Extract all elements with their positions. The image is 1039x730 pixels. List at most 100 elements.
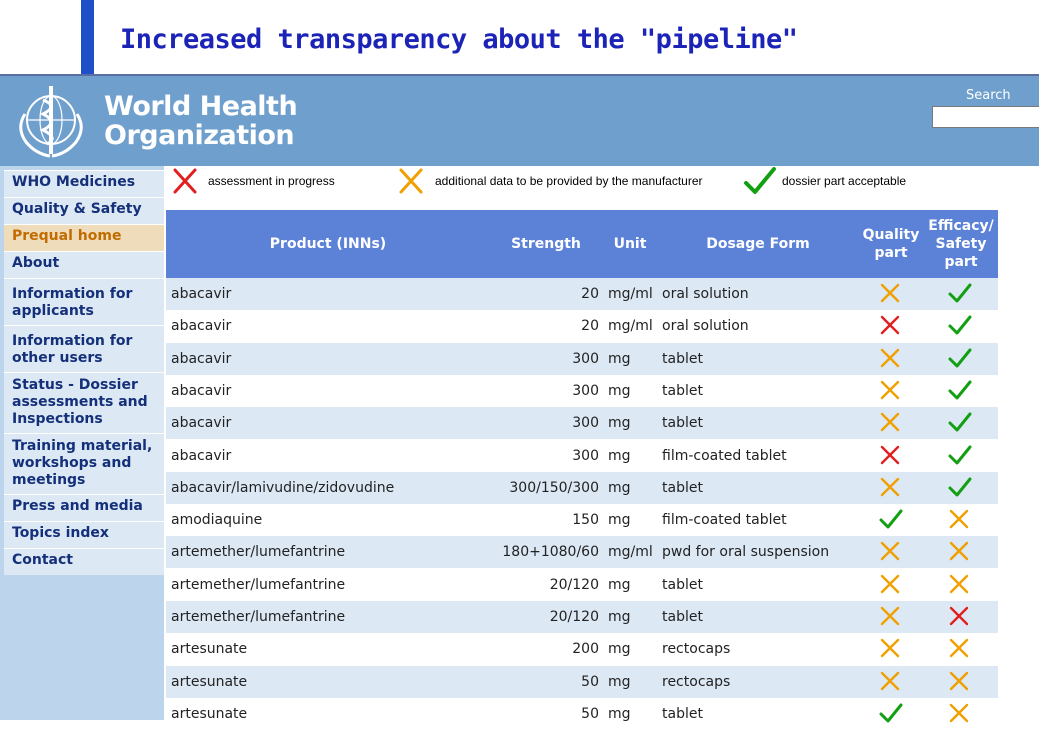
slide-accent-bar xyxy=(81,0,94,76)
table-row: artemether/lumefantrine 20/120 mg tablet xyxy=(166,568,998,601)
cell-unit: mg xyxy=(608,705,631,722)
cell-product: abacavir/lamivudine/zidovudine xyxy=(171,479,395,496)
cell-dosage-form: film-coated tablet xyxy=(662,447,787,464)
legend-in-progress: assessment in progress xyxy=(208,174,335,188)
x-mark-orange-icon xyxy=(878,539,902,567)
sidebar-item-status-dossier[interactable]: Status - Dossier assessments and Inspect… xyxy=(4,372,164,433)
cell-strength: 300 xyxy=(572,415,599,432)
cell-product: abacavir xyxy=(171,318,232,335)
check-mark-green-icon xyxy=(947,313,973,341)
cell-dosage-form: oral solution xyxy=(662,286,749,302)
page-margin xyxy=(998,210,1039,720)
slide-header: Increased transparency about the "pipeli… xyxy=(0,0,1039,76)
cell-unit: mg xyxy=(608,673,631,690)
cell-strength: 300/150/300 xyxy=(509,479,599,496)
table-row: artesunate 50 mg rectocaps xyxy=(166,665,998,698)
cell-strength: 200 xyxy=(572,641,599,658)
check-mark-green-icon xyxy=(947,475,973,503)
col-header-quality: Quality part xyxy=(862,227,920,261)
cell-unit: mg xyxy=(608,576,631,593)
cell-dosage-form: oral solution xyxy=(662,318,749,335)
cell-product: abacavir xyxy=(171,415,232,432)
cell-strength: 50 xyxy=(581,673,599,690)
cell-product: artesunate xyxy=(171,673,248,690)
cell-dosage-form: tablet xyxy=(662,576,703,593)
sidebar-item-prequal-home[interactable]: Prequal home xyxy=(4,224,164,251)
cell-unit: mg xyxy=(608,641,631,658)
cell-dosage-form: tablet xyxy=(662,479,703,496)
cell-unit: mg xyxy=(608,415,631,432)
cell-unit: mg xyxy=(608,512,631,529)
x-mark-red-icon xyxy=(947,604,971,632)
table-header: Product (INNs) Strength Unit Dosage Form… xyxy=(166,210,998,278)
check-mark-green-icon xyxy=(878,701,904,729)
sidebar-item-quality-safety[interactable]: Quality & Safety xyxy=(4,197,164,224)
x-mark-orange-icon xyxy=(947,539,971,567)
cell-dosage-form: rectocaps xyxy=(662,673,731,690)
cell-dosage-form: tablet xyxy=(662,350,703,367)
col-header-product: Product (INNs) xyxy=(269,236,387,252)
cell-strength: 20 xyxy=(581,286,599,302)
sidebar-item-about[interactable]: About xyxy=(4,251,164,278)
table-row: abacavir/lamivudine/zidovudine 300/150/30… xyxy=(166,471,998,504)
col-header-unit: Unit xyxy=(613,236,647,252)
cell-unit: mg/ml xyxy=(608,286,653,302)
cell-strength: 300 xyxy=(572,382,599,399)
cell-strength: 20/120 xyxy=(549,576,599,593)
site-banner: World Health Organization Search xyxy=(0,76,1039,166)
x-mark-orange-icon xyxy=(878,669,902,697)
x-mark-orange-icon xyxy=(878,572,902,600)
sidebar-item-contact[interactable]: Contact xyxy=(4,548,164,575)
cell-dosage-form: tablet xyxy=(662,609,703,625)
cell-unit: mg xyxy=(608,447,631,464)
x-mark-orange-icon xyxy=(878,346,902,374)
cell-strength: 20/120 xyxy=(549,609,599,625)
cell-dosage-form: tablet xyxy=(662,415,703,432)
sidebar-item-info-applicants[interactable]: Information for applicants xyxy=(4,278,164,325)
sidebar-item-who-medicines[interactable]: WHO Medicines xyxy=(4,170,164,197)
cell-unit: mg/ml xyxy=(608,318,653,335)
status-legend: assessment in progress additional data t… xyxy=(166,166,1039,210)
check-mark-green-icon xyxy=(878,507,904,535)
sidebar-item-info-other-users[interactable]: Information for other users xyxy=(4,325,164,372)
cell-unit: mg xyxy=(608,382,631,399)
sidebar-item-topics-index[interactable]: Topics index xyxy=(4,521,164,548)
cell-strength: 300 xyxy=(572,447,599,464)
check-mark-green-icon xyxy=(947,346,973,374)
sidebar-item-press-media[interactable]: Press and media xyxy=(4,494,164,521)
table-row: artesunate 50 mg tablet xyxy=(166,697,998,730)
cell-strength: 180+1080/60 xyxy=(502,544,599,561)
cell-unit: mg/ml xyxy=(608,544,653,561)
table-row: artesunate 200 mg rectocaps xyxy=(166,633,998,666)
table-row: abacavir 300 mg tablet xyxy=(166,407,998,440)
organization-name[interactable]: World Health Organization xyxy=(104,92,298,151)
x-mark-red-icon xyxy=(173,168,197,194)
cell-strength: 150 xyxy=(572,512,599,529)
x-mark-orange-icon xyxy=(947,636,971,664)
x-mark-orange-icon xyxy=(947,669,971,697)
x-mark-orange-icon xyxy=(878,475,902,503)
who-emblem-icon[interactable] xyxy=(10,82,92,162)
cell-product: artemether/lumefantrine xyxy=(171,576,346,593)
cell-dosage-form: tablet xyxy=(662,382,703,399)
search-input[interactable] xyxy=(932,106,1039,128)
cell-dosage-form: pwd for oral suspension xyxy=(662,544,830,561)
check-mark-green-icon xyxy=(947,378,973,406)
cell-product: artesunate xyxy=(171,641,248,658)
table-row: abacavir 20 mg/ml oral solution xyxy=(166,278,998,310)
slide-divider xyxy=(0,74,1039,76)
cell-product: artemether/lumefantrine xyxy=(171,544,346,561)
cell-unit: mg xyxy=(608,350,631,367)
organization-name-line2: Organization xyxy=(104,120,295,151)
check-mark-green-icon xyxy=(947,410,973,438)
legend-acceptable: dossier part acceptable xyxy=(782,174,907,188)
x-mark-orange-icon xyxy=(878,410,902,438)
cell-strength: 20 xyxy=(581,318,599,335)
table-row: abacavir 300 mg film-coated tablet xyxy=(166,439,998,472)
col-header-dosage-form: Dosage Form xyxy=(706,236,810,252)
cell-dosage-form: tablet xyxy=(662,705,703,722)
cell-strength: 300 xyxy=(572,350,599,367)
x-mark-orange-icon xyxy=(399,168,423,194)
sidebar-item-training[interactable]: Training material, workshops and meeting… xyxy=(4,433,164,494)
table-row: abacavir 300 mg tablet xyxy=(166,342,998,375)
